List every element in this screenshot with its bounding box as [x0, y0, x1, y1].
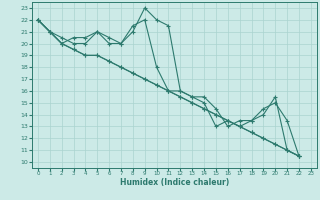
X-axis label: Humidex (Indice chaleur): Humidex (Indice chaleur): [120, 178, 229, 187]
